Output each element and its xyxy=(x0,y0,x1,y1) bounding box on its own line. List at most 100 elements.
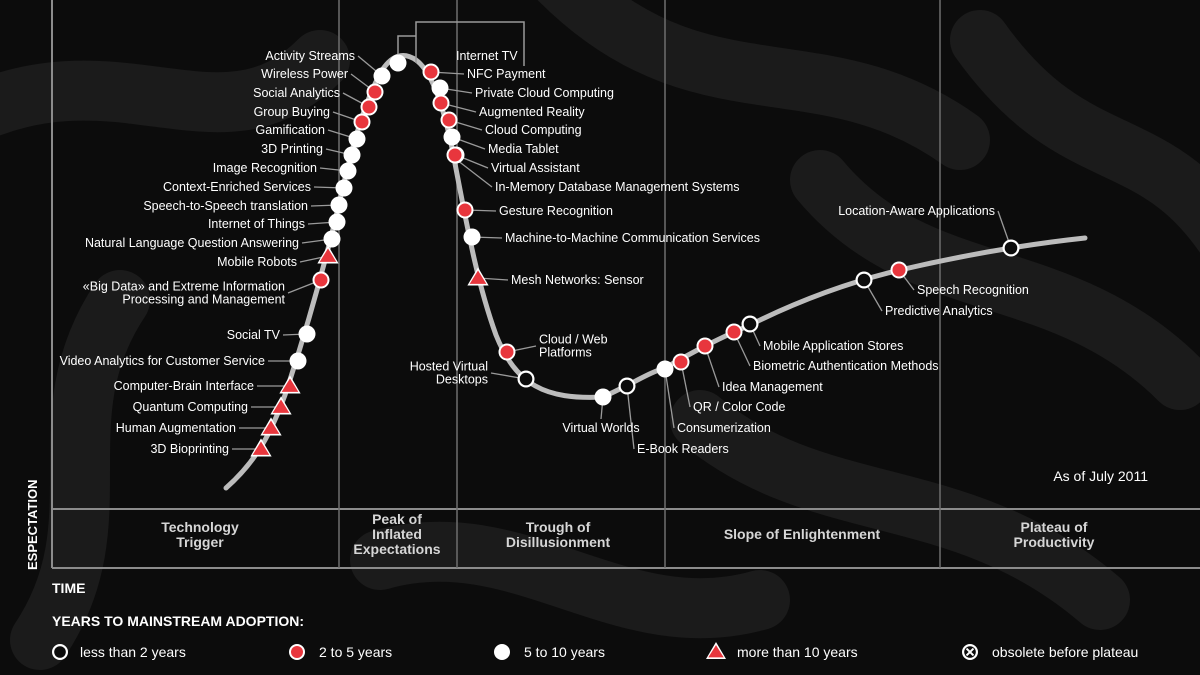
technology-quantum-computing-marker xyxy=(270,396,292,415)
phase-label-line: Technology xyxy=(161,519,239,535)
marker-more-than-10-years-icon xyxy=(252,441,270,455)
technology-virtual-worlds-label: Virtual Worlds xyxy=(562,421,639,435)
technology-idea-management-label: Idea Management xyxy=(722,380,823,394)
hype-curve xyxy=(223,53,1088,491)
technology-3d-bioprinting-label-line: 3D Bioprinting xyxy=(150,442,229,456)
marker-2-to-5-years-icon xyxy=(434,96,448,110)
phase-label-line: Disillusionment xyxy=(506,534,611,550)
technology-in-memory-database-management-systems-label-line: In-Memory Database Management Systems xyxy=(495,180,740,194)
marker-less-than-2-years-icon xyxy=(743,317,757,331)
technology-private-cloud-computing-label: Private Cloud Computing xyxy=(475,86,614,100)
marker-2-to-5-years-icon xyxy=(314,273,328,287)
legend: less than 2 years 2 to 5 years 5 to 10 yea… xyxy=(52,642,1138,660)
legend-label: obsolete before plateau xyxy=(992,644,1138,660)
marker-5-to-10-years-icon xyxy=(494,644,510,660)
marker-2-to-5-years-icon xyxy=(368,85,382,99)
marker-5-to-10-years-icon xyxy=(298,325,316,343)
legend-item-2to5: 2 to 5 years xyxy=(289,644,392,660)
technology-hosted-virtual-desktops-label-line: Hosted Virtual xyxy=(410,360,488,374)
marker-2-to-5-years-icon xyxy=(458,203,472,217)
technology-social-analytics-marker xyxy=(360,98,378,116)
technology-human-augmentation-label: Human Augmentation xyxy=(116,421,236,435)
marker-2-to-5-years-icon xyxy=(355,115,369,129)
technology-mobile-robots-marker xyxy=(317,245,339,264)
technology-mobile-application-stores-marker xyxy=(741,315,759,333)
legend-item-lt2: less than 2 years xyxy=(52,644,186,660)
technology-hosted-virtual-desktops-marker xyxy=(517,370,535,388)
phase-label-line: Peak of xyxy=(372,511,422,527)
marker-5-to-10-years-icon xyxy=(463,228,481,246)
technology-private-cloud-computing-label-line: Private Cloud Computing xyxy=(475,86,614,100)
marker-more-than-10-years-icon xyxy=(319,248,337,262)
technology-wireless-power-label-line: Wireless Power xyxy=(261,67,348,81)
technology-computer-brain-interface-label-line: Computer-Brain Interface xyxy=(114,379,254,393)
technology-3d-bioprinting-label: 3D Bioprinting xyxy=(150,442,229,456)
phase-label-line: Inflated xyxy=(372,526,422,542)
label-connector xyxy=(397,21,525,66)
technology-social-tv-label: Social TV xyxy=(227,328,281,342)
technology-video-analytics-for-customer-service-label-line: Video Analytics for Customer Service xyxy=(60,354,265,368)
technology-nfc-payment-label-line: NFC Payment xyxy=(467,67,546,81)
legend-item-gt10: more than 10 years xyxy=(706,642,858,660)
technology-internet-of-things-label: Internet of Things xyxy=(208,217,305,231)
label-connector xyxy=(456,159,493,188)
technology-location-aware-applications-label-line: Location-Aware Applications xyxy=(838,204,995,218)
technology-video-analytics-for-customer-service-marker xyxy=(289,352,307,370)
legend-label: more than 10 years xyxy=(737,644,858,660)
marker-more-than-10-years-icon xyxy=(469,270,487,284)
technology-labels: 3D Bioprinting Human Augmentation Quantum … xyxy=(60,49,1029,456)
marker-more-than-10-years-icon xyxy=(708,645,724,658)
marker-less-than-2-years-icon xyxy=(54,646,66,658)
phase-labels: Technology Trigger Peak of Inflated Expectat… xyxy=(161,511,1094,557)
x-axis-label: TIME xyxy=(52,580,85,596)
technology-qr-color-code-label: QR / Color Code xyxy=(693,400,785,414)
technology-image-recognition-label-line: Image Recognition xyxy=(213,161,317,175)
marker-2-to-5-years-icon xyxy=(674,355,688,369)
technology-speech-recognition-marker xyxy=(890,261,908,279)
marker-obsolete-icon xyxy=(965,647,975,657)
phase-grid xyxy=(51,0,1200,569)
marker-5-to-10-years-icon xyxy=(289,352,307,370)
marker-2-to-5-years-icon xyxy=(291,646,303,658)
technology-human-augmentation-marker xyxy=(260,417,282,436)
technology-virtual-assistant-label-line: Virtual Assistant xyxy=(491,161,580,175)
technology-gamification-label-line: Gamification xyxy=(256,123,326,137)
technology-natural-language-question-answering-label: Natural Language Question Answering xyxy=(85,236,299,250)
technology-image-recognition-label: Image Recognition xyxy=(213,161,317,175)
marker-5-to-10-years-icon xyxy=(389,54,407,72)
technology-qr-color-code-label-line: QR / Color Code xyxy=(693,400,785,414)
marker-5-to-10-years-icon xyxy=(431,79,449,97)
technology-virtual-worlds-marker xyxy=(594,388,612,406)
technology-consumerization-label-line: Consumerization xyxy=(677,421,771,435)
technology-mesh-networks-sensor-marker xyxy=(467,267,489,286)
technology-natural-language-question-answering-marker xyxy=(323,230,341,248)
phase-label: Trough of Disillusionment xyxy=(506,519,611,550)
technology-gesture-recognition-marker xyxy=(456,201,474,219)
technology-wireless-power-marker xyxy=(366,83,384,101)
marker-5-to-10-years-icon xyxy=(339,162,357,180)
technology-activity-streams-marker xyxy=(373,67,391,85)
technology-cloud-computing-label: Cloud Computing xyxy=(485,123,582,137)
technology-3d-printing-marker xyxy=(343,146,361,164)
phase-label-line: Trough of xyxy=(526,519,591,535)
technology-big-data-and-extreme-information-processing-and-management-label: «Big Data» and Extreme Information Proces… xyxy=(83,280,286,307)
technology-3d-printing-label-line: 3D Printing xyxy=(261,142,323,156)
technology-cloud-web-platforms-marker xyxy=(498,343,516,361)
phase-label-line: Trigger xyxy=(176,534,224,550)
technology-gesture-recognition-label: Gesture Recognition xyxy=(499,204,613,218)
technology-machine-to-machine-communication-services-marker xyxy=(463,228,481,246)
technology-in-memory-database-management-systems-label: In-Memory Database Management Systems xyxy=(495,180,740,194)
technology-mobile-application-stores-label: Mobile Application Stores xyxy=(763,339,903,353)
technology-e-book-readers-marker xyxy=(618,377,636,395)
technology-consumerization-label: Consumerization xyxy=(677,421,771,435)
technology-quantum-computing-label: Quantum Computing xyxy=(133,400,248,414)
technology-computer-brain-interface-marker xyxy=(279,375,301,394)
marker-5-to-10-years-icon xyxy=(373,67,391,85)
technology-social-tv-marker xyxy=(298,325,316,343)
technology-augmented-reality-label: Augmented Reality xyxy=(479,105,585,119)
technology-cloud-computing-marker xyxy=(440,111,458,129)
technology-big-data-and-extreme-information-processing-and-management-label-line: «Big Data» and Extreme Information xyxy=(83,280,285,294)
marker-5-to-10-years-icon xyxy=(330,196,348,214)
technology-3d-printing-label: 3D Printing xyxy=(261,142,323,156)
marker-2-to-5-years-icon xyxy=(500,345,514,359)
